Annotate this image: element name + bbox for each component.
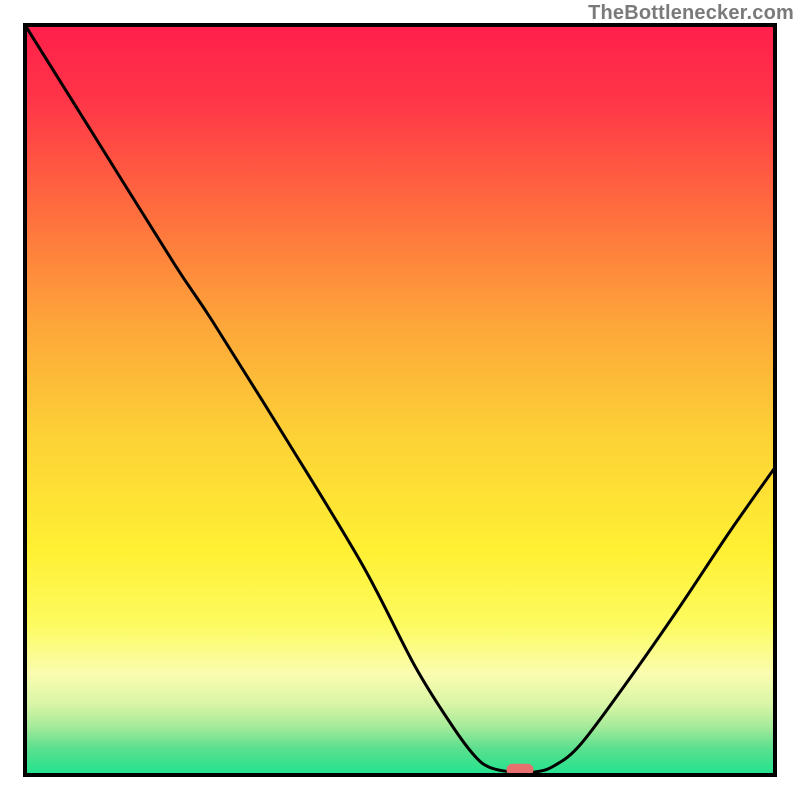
watermark-text: TheBottlenecker.com	[588, 2, 794, 25]
plot-background	[25, 25, 775, 775]
bottleneck-chart: TheBottlenecker.com	[0, 0, 800, 800]
chart-canvas	[0, 0, 800, 800]
